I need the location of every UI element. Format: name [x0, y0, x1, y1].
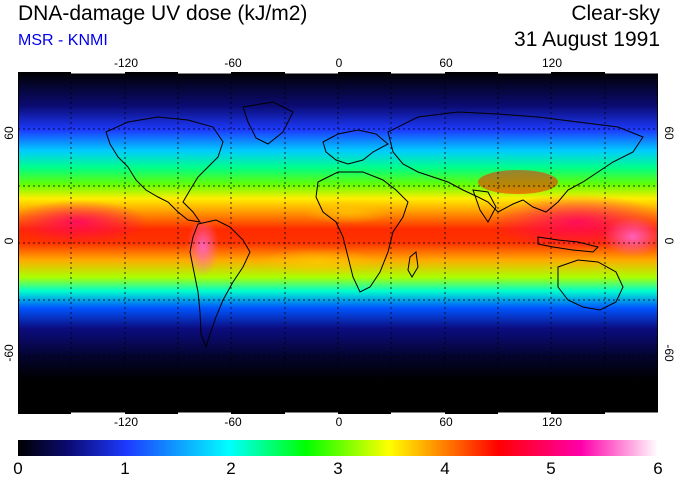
colorbar-tick: 6	[653, 459, 663, 478]
colorbar-tick: 4	[440, 459, 450, 478]
colorbar-tick: 5	[546, 459, 556, 478]
colorbar-tick: 3	[333, 459, 343, 478]
colorbar	[18, 440, 658, 456]
uv-hotspot-andes	[187, 217, 219, 277]
source-label: MSR - KNMI	[18, 32, 108, 49]
uv-cloud-band	[258, 248, 378, 276]
lat-tick-left: 60	[2, 126, 16, 140]
lat-tick-right: 60	[662, 126, 676, 140]
lon-tick-top: 0	[335, 56, 343, 70]
lat-tick-right: -60	[662, 344, 676, 362]
graticule	[18, 72, 658, 414]
date-label: 31 August 1991	[514, 28, 660, 51]
uv-cloud-band	[303, 200, 393, 224]
lon-tick-bottom: -60	[224, 415, 242, 429]
colorbar-tick: 1	[120, 459, 130, 478]
sky-condition-label: Clear-sky	[571, 2, 660, 25]
uv-hotspot-tibet	[478, 170, 558, 194]
lon-tick-bottom: 60	[439, 415, 453, 429]
map-title: DNA-damage UV dose (kJ/m2)	[18, 2, 308, 25]
colorbar-tick: 0	[13, 459, 23, 478]
lon-tick-bottom: 0	[335, 415, 343, 429]
colorbar-gradient	[18, 440, 658, 456]
uv-hotspot	[18, 200, 148, 244]
colorbar-tick: 2	[226, 459, 236, 478]
uv-hotspot	[603, 217, 658, 257]
lon-tick-bottom: -120	[113, 415, 139, 429]
lat-tick-right: 0	[662, 237, 676, 245]
lat-tick-left: -60	[2, 344, 16, 362]
lon-tick-top: -120	[113, 56, 139, 70]
lon-tick-top: 120	[541, 56, 563, 70]
uv-dose-map	[18, 72, 658, 414]
lon-tick-top: 60	[439, 56, 453, 70]
lat-tick-left: 0	[2, 237, 16, 245]
lon-tick-top: -60	[224, 56, 242, 70]
coastlines	[18, 101, 658, 398]
lon-tick-bottom: 120	[541, 415, 563, 429]
